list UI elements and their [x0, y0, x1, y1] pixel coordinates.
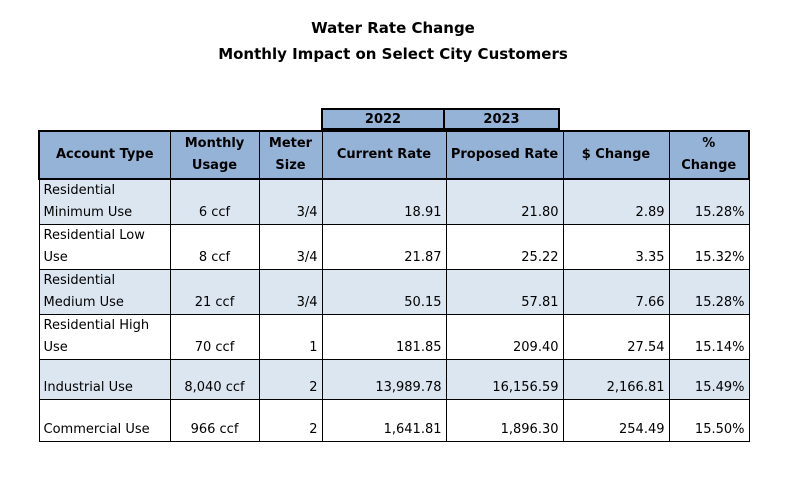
percent-change-cell: 15.32% — [668, 224, 750, 270]
table-row: Residential Low Use 8 ccf 3/4 21.87 25.2… — [38, 224, 750, 270]
percent-change-cell: 15.14% — [668, 314, 750, 360]
percent-change-cell: 15.28% — [668, 269, 750, 315]
document-subtitle: Monthly Impact on Select City Customers — [218, 45, 568, 63]
col-header-account-type: Account Type — [38, 130, 171, 180]
rate-impact-table: Account Type Monthly Usage Meter Size Cu… — [38, 130, 750, 442]
proposed-rate-cell: 21.80 — [445, 178, 564, 225]
proposed-rate-cell: 57.81 — [445, 269, 564, 315]
col-header-percent-change: % Change — [668, 130, 750, 180]
meter-size-cell: 3/4 — [258, 224, 323, 270]
proposed-rate-cell: 16,156.59 — [445, 359, 564, 400]
current-rate-cell: 1,641.81 — [321, 399, 447, 442]
meter-size-cell: 2 — [258, 359, 323, 400]
col-header-dollar-change: $ Change — [562, 130, 670, 180]
account-type-cell: Commercial Use — [38, 399, 171, 442]
proposed-rate-cell: 1,896.30 — [445, 399, 564, 442]
percent-change-cell: 15.28% — [668, 178, 750, 225]
usage-cell: 8 ccf — [169, 224, 260, 270]
account-type-cell: Residential Medium Use — [38, 269, 171, 315]
col-header-proposed-rate: Proposed Rate — [445, 130, 564, 180]
table-row: Commercial Use 966 ccf 2 1,641.81 1,896.… — [38, 399, 750, 442]
year-header-2022: 2022 — [321, 108, 445, 130]
dollar-change-cell: 27.54 — [562, 314, 670, 360]
meter-size-cell: 2 — [258, 399, 323, 442]
dollar-change-cell: 3.35 — [562, 224, 670, 270]
account-type-cell: Residential High Use — [38, 314, 171, 360]
proposed-rate-cell: 209.40 — [445, 314, 564, 360]
usage-cell: 8,040 ccf — [169, 359, 260, 400]
col-header-monthly-usage: Monthly Usage — [169, 130, 260, 180]
table-row: Residential High Use 70 ccf 1 181.85 209… — [38, 314, 750, 360]
account-type-cell: Residential Minimum Use — [38, 178, 171, 225]
usage-cell: 966 ccf — [169, 399, 260, 442]
usage-cell: 21 ccf — [169, 269, 260, 315]
current-rate-cell: 18.91 — [321, 178, 447, 225]
col-header-current-rate: Current Rate — [321, 130, 447, 180]
account-type-cell: Industrial Use — [38, 359, 171, 400]
percent-change-cell: 15.50% — [668, 399, 750, 442]
year-header-2023: 2023 — [443, 108, 560, 130]
meter-size-cell: 3/4 — [258, 178, 323, 225]
meter-size-cell: 3/4 — [258, 269, 323, 315]
meter-size-cell: 1 — [258, 314, 323, 360]
usage-cell: 6 ccf — [169, 178, 260, 225]
col-header-meter-size: Meter Size — [258, 130, 323, 180]
current-rate-cell: 21.87 — [321, 224, 447, 270]
table-row: Residential Medium Use 21 ccf 3/4 50.15 … — [38, 269, 750, 315]
dollar-change-cell: 254.49 — [562, 399, 670, 442]
percent-change-cell: 15.49% — [668, 359, 750, 400]
dollar-change-cell: 2,166.81 — [562, 359, 670, 400]
current-rate-cell: 181.85 — [321, 314, 447, 360]
usage-cell: 70 ccf — [169, 314, 260, 360]
table-row: Industrial Use 8,040 ccf 2 13,989.78 16,… — [38, 359, 750, 400]
account-type-cell: Residential Low Use — [38, 224, 171, 270]
proposed-rate-cell: 25.22 — [445, 224, 564, 270]
dollar-change-cell: 2.89 — [562, 178, 670, 225]
dollar-change-cell: 7.66 — [562, 269, 670, 315]
table-header-row: Account Type Monthly Usage Meter Size Cu… — [38, 130, 750, 180]
table-row: Residential Minimum Use 6 ccf 3/4 18.91 … — [38, 178, 750, 225]
current-rate-cell: 13,989.78 — [321, 359, 447, 400]
current-rate-cell: 50.15 — [321, 269, 447, 315]
document-title: Water Rate Change — [311, 19, 475, 37]
